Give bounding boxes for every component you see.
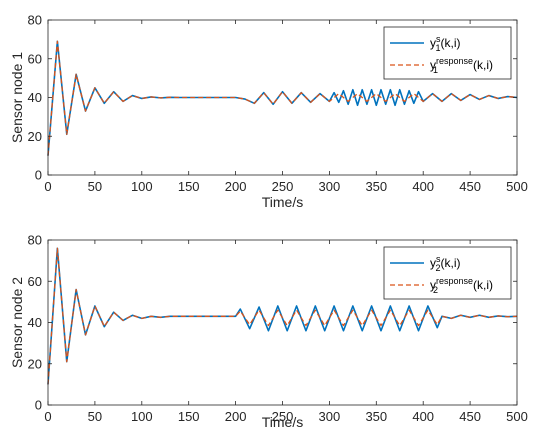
y-tick-label: 40 [28,315,42,330]
x-tick-label: 200 [225,179,247,194]
x-tick-label: 400 [412,179,434,194]
x-tick-label: 300 [319,409,341,424]
x-tick-label: 350 [365,179,387,194]
x-tick-label: 50 [88,409,102,424]
legend: ys 2(k,i) yresponse 2 (k,i) [383,246,512,300]
x-tick-label: 0 [44,409,51,424]
x-tick-label: 150 [178,179,200,194]
x-axis-label: Time/s [262,194,303,210]
y-tick-label: 40 [28,90,42,105]
y-tick-label: 20 [28,129,42,144]
x-tick-label: 500 [506,409,528,424]
chart-panel-2: 0 50 100 150 200 250 300 350 400 450 500 0 20 40 60 80 T… [9,233,528,431]
x-tick-label: 450 [459,179,481,194]
legend-box [383,246,512,300]
x-tick-label: 50 [88,179,102,194]
x-tick-label: 500 [506,179,528,194]
legend: ys 1(k,i) yresponse 1 (k,i) [383,26,512,80]
x-tick-label: 450 [459,409,481,424]
y-tick-label: 0 [35,398,42,413]
x-tick-label: 150 [178,409,200,424]
x-tick-label: 0 [44,179,51,194]
x-tick-label: 350 [365,409,387,424]
y-tick-label: 0 [35,168,42,183]
legend-box [383,26,512,80]
legend-entry-1: ys 1(k,i) [430,34,461,53]
legend-entry-1: ys 2(k,i) [430,254,461,273]
legend-entry-2: yresponse 2 (k,i) [430,276,493,295]
legend-entry-2: yresponse 1 (k,i) [430,56,493,75]
chart-panel-1: 0 50 100 150 200 250 300 350 400 450 500 0 20 40 60 80 T… [9,13,528,211]
series-line-2 [47,247,518,385]
y-tick-label: 20 [28,356,42,371]
y-tick-label: 80 [28,13,42,28]
x-tick-label: 200 [225,409,247,424]
x-tick-label: 250 [272,409,294,424]
y-axis-label: Sensor node 2 [9,277,25,368]
x-tick-label: 400 [412,409,434,424]
x-tick-label: 100 [131,179,153,194]
x-tick-label: 300 [319,179,341,194]
y-tick-label: 60 [28,274,42,289]
x-tick-label: 100 [131,409,153,424]
x-axis-label: Time/s [262,414,303,430]
y-tick-label: 60 [28,51,42,66]
x-tick-label: 250 [272,179,294,194]
y-tick-label: 80 [28,233,42,248]
y-axis-label: Sensor node 1 [9,52,25,143]
